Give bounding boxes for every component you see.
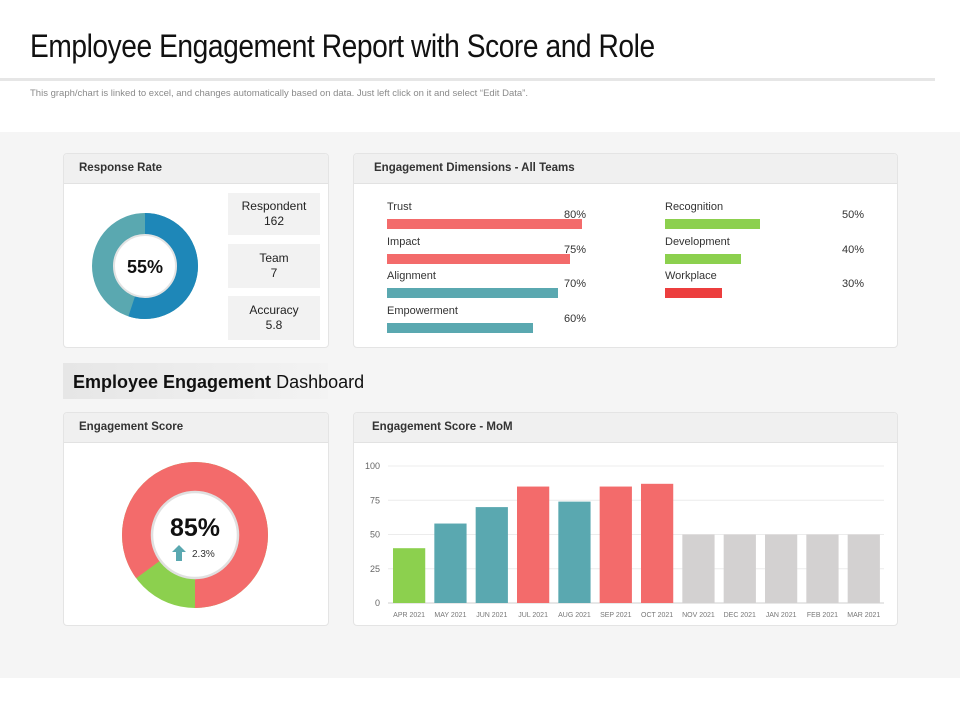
banner-normal-text: Dashboard	[276, 372, 365, 392]
stat-label: Team	[259, 251, 289, 265]
engagement-score-donut	[122, 462, 268, 608]
response-donut-center-ring	[113, 234, 177, 298]
y-tick-label: 0	[375, 598, 380, 608]
dimension-bar	[665, 253, 741, 264]
stat-value: 7	[270, 266, 278, 280]
dimension-value: 70%	[564, 278, 587, 290]
engagement-score-change: 2.3%	[192, 549, 215, 560]
response-donut-center	[114, 235, 176, 297]
stat-label: Accuracy	[249, 303, 299, 317]
dimension-label: Empowerment	[387, 304, 458, 317]
dimension-label: Alignment	[387, 270, 436, 282]
trend-up-icon	[172, 545, 186, 561]
dimension-label: Development	[665, 235, 730, 248]
stat-label: Respondent	[241, 199, 307, 213]
bar-may-2021	[434, 523, 467, 603]
page-title: Employee Engagement Report with Score an…	[30, 28, 655, 64]
dimension-label: Recognition	[665, 201, 724, 213]
dimension-value: 60%	[564, 312, 587, 325]
bar-dec-2021	[723, 534, 756, 603]
x-tick-label: JUL 2021	[518, 612, 548, 619]
dimension-value: 80%	[564, 209, 587, 221]
dimension-value: 40%	[842, 243, 865, 256]
response-rate-donut	[92, 213, 198, 319]
x-tick-label: SEP 2021	[600, 612, 632, 619]
engagement-score-mom-heading: Engagement Score - MoM	[354, 413, 897, 443]
dimension-value: 75%	[564, 243, 587, 256]
bar-sep-2021	[599, 486, 632, 603]
dimension-label: Workplace	[665, 270, 717, 282]
dimension-bar	[387, 219, 582, 229]
stat-value: 162	[263, 214, 285, 228]
engagement-dimensions-heading: Engagement Dimensions - All Teams	[354, 154, 897, 184]
engagement-dimensions-card: Engagement Dimensions - All Teams Trust 8…	[353, 153, 898, 348]
bar-jan-2021	[765, 534, 798, 603]
response-rate-heading: Response Rate	[64, 154, 328, 184]
engagement-score-heading: Engagement Score	[64, 413, 328, 443]
dimension-label: Impact	[387, 235, 421, 248]
y-tick-label: 25	[370, 564, 380, 574]
dimension-bar	[665, 288, 722, 298]
stat-box-team: Team 7	[228, 244, 320, 288]
bar-mar-2021	[847, 534, 880, 603]
dimension-bar	[387, 288, 558, 298]
engagement-score-mom-card: Engagement Score - MoM 0 25 50 75 100 APR 202…	[353, 412, 898, 626]
stat-box-accuracy: Accuracy 5.8	[228, 296, 320, 340]
bar-jul-2021	[517, 486, 550, 603]
bar-feb-2021	[806, 534, 839, 603]
x-tick-label: DEC 2021	[724, 612, 756, 619]
dimension-label: Trust	[387, 201, 412, 213]
score-donut-center-ring	[150, 490, 240, 580]
x-tick-label: JAN 2021	[766, 612, 797, 619]
response-rate-value: 55%	[126, 257, 164, 277]
bar-jun-2021	[475, 507, 508, 603]
page-subtitle: This graph/chart is linked to excel, and…	[30, 88, 528, 99]
banner-bold-text: Employee Engagement	[73, 372, 272, 392]
score-donut-arc	[122, 462, 268, 608]
bar-apr-2021	[393, 548, 426, 603]
bar-aug-2021	[558, 501, 591, 603]
x-tick-label: NOV 2021	[682, 612, 715, 619]
dashboard-banner	[63, 363, 328, 399]
dimension-bar	[387, 322, 534, 333]
response-donut-arc	[92, 213, 198, 319]
title-divider	[0, 78, 935, 81]
x-tick-label: FEB 2021	[807, 612, 838, 619]
bar-nov-2021	[682, 534, 715, 603]
engagement-score-value: 85%	[169, 514, 221, 542]
dashboard-banner-title: Employee Engagement Dashboard	[73, 372, 364, 393]
dimension-bar	[387, 253, 570, 264]
response-rate-card: Response Rate 55% Respondent 162 Team 7 …	[63, 153, 329, 348]
dimension-bar	[665, 219, 760, 229]
x-tick-label: MAR 2021	[847, 612, 880, 619]
engagement-score-card: Engagement Score 85% 2.3%	[63, 412, 329, 626]
stat-value: 5.8	[265, 318, 283, 332]
stat-box-respondent: Respondent 162	[228, 193, 320, 235]
dimension-value: 30%	[842, 278, 865, 290]
bar-oct-2021	[641, 483, 674, 603]
x-tick-label: OCT 2021	[641, 612, 673, 619]
x-tick-label: APR 2021	[393, 612, 425, 619]
x-tick-label: AUG 2021	[558, 612, 591, 619]
y-tick-label: 50	[370, 530, 380, 540]
y-tick-label: 100	[365, 461, 380, 471]
engagement-score-mom-chart: 0 25 50 75 100 APR 2021 MAY 2021 JUN 2021 JUL 20…	[365, 461, 884, 619]
y-tick-label: 75	[370, 495, 380, 505]
x-tick-label: JUN 2021	[476, 612, 507, 619]
score-donut-center	[152, 492, 238, 578]
x-tick-label: MAY 2021	[434, 612, 466, 619]
dimension-value: 50%	[842, 209, 865, 221]
